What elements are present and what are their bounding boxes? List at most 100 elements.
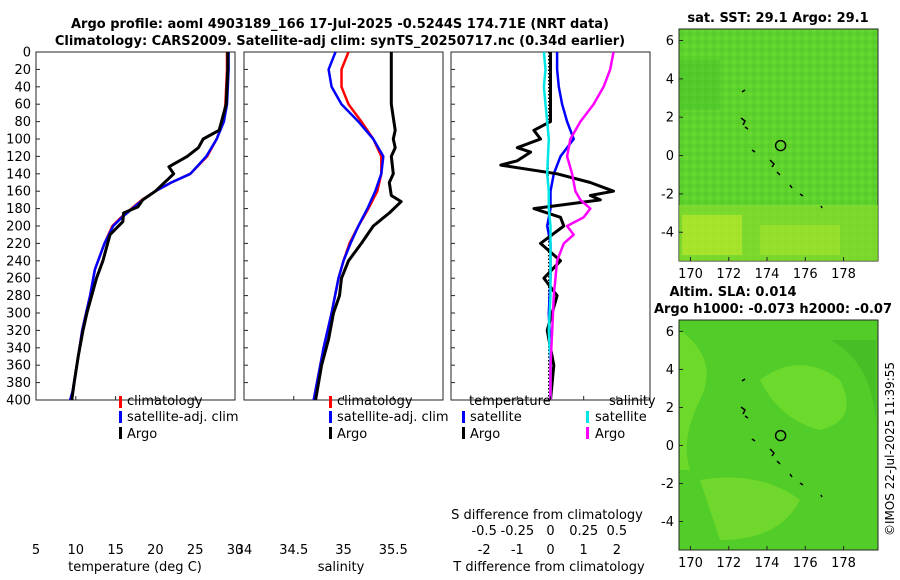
salinity-legend: climatology satellite-adj. clim Argo xyxy=(329,394,449,442)
legend-label-t-argo: Argo xyxy=(470,427,500,442)
map-lon-label: 176 xyxy=(793,267,818,282)
series-line-differences-3 xyxy=(549,52,615,400)
map-lat-label: -4 xyxy=(661,226,674,241)
title-line-2: Climatology: CARS2009. Satellite-adj cli… xyxy=(55,34,625,49)
legend-label-satellite: satellite-adj. clim xyxy=(337,410,449,425)
y-tick-label: 200 xyxy=(6,220,31,235)
x-tick-label: 20 xyxy=(147,543,164,558)
sla-anomaly xyxy=(760,365,847,430)
legend-salinity-header: salinity xyxy=(609,394,656,409)
sst-map xyxy=(678,28,879,262)
x-tick-label: 2 xyxy=(613,543,621,558)
legend-temperature-header: temperature xyxy=(469,394,551,409)
legend-swatch-argo xyxy=(329,427,332,439)
series-line-differences-2 xyxy=(542,52,552,400)
map-lon-label: 174 xyxy=(755,267,780,282)
series-line-differences-1 xyxy=(499,52,615,400)
y-tick-label: 140 xyxy=(6,167,31,182)
x-tick-label: 1 xyxy=(580,543,588,558)
x-tick-label: -1 xyxy=(511,543,524,558)
y-tick-label: 280 xyxy=(6,289,31,304)
legend-label-climatology: climatology xyxy=(337,394,413,409)
sla-coastline xyxy=(740,378,823,498)
y-tick-label: 340 xyxy=(6,341,31,356)
legend-swatch-satellite xyxy=(329,411,332,423)
temperature-xlabel: temperature (deg C) xyxy=(68,560,202,575)
x-tick-label: 15 xyxy=(107,543,124,558)
differences-legend: temperature salinity satellite Argo sate… xyxy=(462,394,656,442)
salinity-series xyxy=(312,52,403,400)
sst-map-title: sat. SST: 29.1 Argo: 29.1 xyxy=(687,11,868,26)
sst-warm-patch xyxy=(760,225,840,255)
x-tick-label: 0 xyxy=(546,543,554,558)
legend-swatch-climatology xyxy=(119,396,122,408)
legend-swatch-argo xyxy=(119,427,122,439)
sst-warm-patch xyxy=(682,215,742,255)
y-tick-label: 360 xyxy=(6,359,31,374)
y-tick-label: 220 xyxy=(6,237,31,252)
map-lat-label: 0 xyxy=(666,149,674,164)
temperature-legend: climatology satellite-adj. clim Argo xyxy=(119,394,239,442)
map-lon-label: 178 xyxy=(831,267,856,282)
y-tick-label: 240 xyxy=(6,254,31,269)
series-line-salinity-2 xyxy=(314,52,403,400)
map-lon-label: 170 xyxy=(678,556,703,571)
x-tick-label: 35 xyxy=(335,543,352,558)
map-lon-label: 174 xyxy=(755,556,780,571)
y-tick-label: 80 xyxy=(14,115,31,130)
x-tick-label: 34.5 xyxy=(279,543,308,558)
x-tick-label: 5 xyxy=(32,543,40,558)
x-tick-label: -2 xyxy=(478,543,491,558)
differences-xlabel: T difference from climatology xyxy=(452,560,645,575)
salinity-axes xyxy=(243,51,444,401)
s-tick-label: -0.5 xyxy=(471,524,496,539)
s-tick-label: 0.25 xyxy=(569,524,598,539)
map-lon-label: 176 xyxy=(793,556,818,571)
legend-swatch-s-argo xyxy=(586,427,589,439)
sla-map-title-2: Argo h1000: -0.073 h2000: -0.07 xyxy=(654,302,892,317)
y-tick-label: 260 xyxy=(6,272,31,287)
temperature-axes xyxy=(35,51,236,401)
s-tick-label: 0 xyxy=(546,524,554,539)
legend-label-argo: Argo xyxy=(127,427,157,442)
x-tick-label: 10 xyxy=(68,543,85,558)
map-lat-label: 2 xyxy=(666,401,674,416)
series-line-temperature-2 xyxy=(70,52,230,400)
map-lat-label: -2 xyxy=(661,187,674,202)
sla-anomaly xyxy=(830,340,876,420)
sst-cool-patch xyxy=(680,60,720,110)
differences-series xyxy=(499,52,615,400)
y-tick-label: 400 xyxy=(6,394,31,409)
map-lon-label: 170 xyxy=(678,267,703,282)
map-lat-label: -2 xyxy=(661,477,674,492)
map-lat-label: 4 xyxy=(666,363,674,378)
x-tick-label: 30 xyxy=(227,543,244,558)
sla-anomaly xyxy=(700,477,800,540)
legend-swatch-t-satellite xyxy=(462,411,465,423)
y-tick-label: 320 xyxy=(6,324,31,339)
map-lat-label: 0 xyxy=(666,439,674,454)
salinity-xlabel: salinity xyxy=(318,560,365,575)
tick-labels: 5 10 15 20 25 3002040608010012014016018020022… xyxy=(6,46,627,559)
map-lat-label: 4 xyxy=(666,72,674,87)
imos-credit: ©IMOS 22-Jul-2025 11:39:55 xyxy=(883,362,897,536)
map-lat-label: -4 xyxy=(661,515,674,530)
map-lon-label: 172 xyxy=(716,267,741,282)
legend-label-climatology: climatology xyxy=(127,394,203,409)
y-tick-label: 120 xyxy=(6,150,31,165)
y-tick-label: 380 xyxy=(6,376,31,391)
legend-swatch-t-argo xyxy=(462,427,465,439)
legend-label-s-satellite: satellite xyxy=(595,410,647,425)
x-tick-label: 35.5 xyxy=(379,543,408,558)
map-lon-label: 178 xyxy=(831,556,856,571)
s-tick-label: 0.5 xyxy=(606,524,627,539)
legend-swatch-s-satellite xyxy=(586,411,589,423)
sst-float-marker xyxy=(774,139,787,152)
y-tick-label: 300 xyxy=(6,307,31,322)
sla-map xyxy=(678,319,879,551)
y-tick-label: 180 xyxy=(6,202,31,217)
sst-coastline xyxy=(740,89,823,209)
legend-label-argo: Argo xyxy=(337,427,367,442)
map-lat-label: 2 xyxy=(666,111,674,126)
